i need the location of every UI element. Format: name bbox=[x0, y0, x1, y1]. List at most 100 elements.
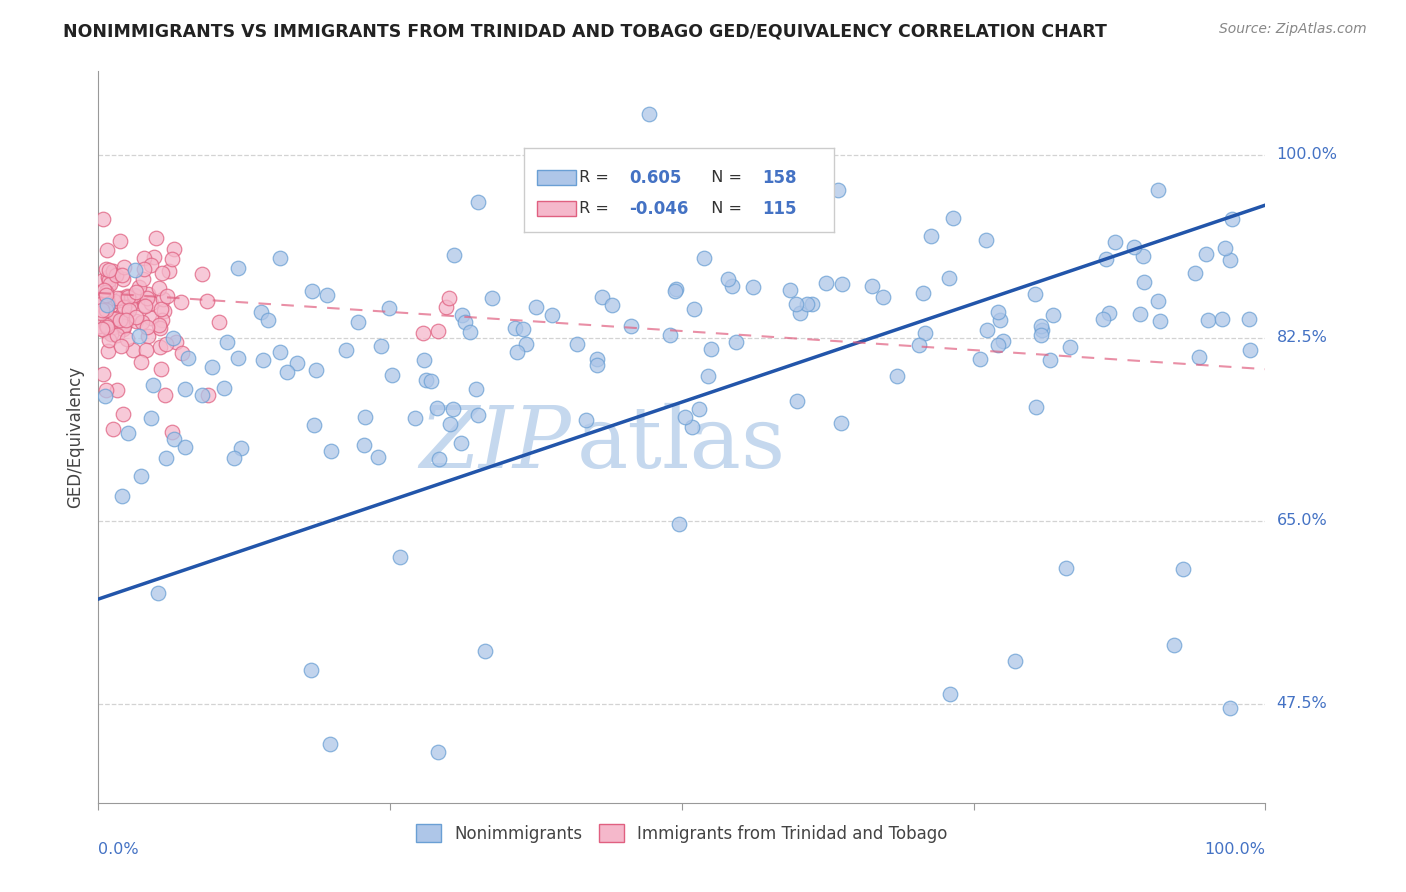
Point bbox=[226, 260, 249, 275]
Point bbox=[160, 252, 183, 267]
Point bbox=[683, 302, 706, 317]
Point bbox=[592, 290, 614, 304]
Point bbox=[124, 314, 146, 328]
Point bbox=[814, 277, 837, 291]
Point bbox=[134, 300, 156, 314]
Point bbox=[163, 432, 186, 446]
Point bbox=[665, 282, 688, 296]
Point bbox=[1129, 307, 1152, 321]
Point bbox=[105, 328, 128, 343]
Point bbox=[197, 388, 219, 402]
Point bbox=[177, 351, 200, 365]
Point bbox=[378, 301, 401, 316]
Point bbox=[370, 339, 392, 353]
Text: 100.0%: 100.0% bbox=[1205, 842, 1265, 856]
Point bbox=[162, 331, 184, 345]
Point bbox=[1024, 286, 1046, 301]
Point bbox=[574, 413, 596, 427]
Point bbox=[152, 313, 174, 327]
Point bbox=[451, 308, 474, 322]
Point bbox=[156, 288, 179, 302]
Point bbox=[131, 315, 153, 329]
Point bbox=[1146, 293, 1168, 308]
Point bbox=[91, 273, 114, 287]
Point bbox=[914, 326, 936, 340]
Point bbox=[799, 216, 821, 230]
Point bbox=[695, 214, 717, 228]
Point bbox=[1122, 239, 1144, 253]
Point bbox=[150, 301, 173, 316]
Point bbox=[742, 280, 765, 294]
Point bbox=[1184, 266, 1206, 280]
Point bbox=[725, 334, 748, 349]
Point bbox=[98, 262, 121, 277]
Point bbox=[124, 262, 146, 277]
Point bbox=[101, 320, 124, 334]
Point bbox=[427, 452, 450, 467]
Point bbox=[153, 388, 176, 402]
Point bbox=[104, 268, 127, 282]
Point bbox=[135, 319, 157, 334]
Point bbox=[1132, 249, 1154, 263]
Point bbox=[93, 323, 115, 337]
Point bbox=[786, 394, 808, 409]
Point bbox=[117, 426, 139, 441]
Point bbox=[720, 279, 742, 293]
Point bbox=[976, 323, 998, 337]
Point bbox=[100, 277, 122, 291]
Point bbox=[150, 266, 173, 280]
Point bbox=[467, 408, 489, 422]
Point bbox=[94, 383, 117, 397]
Point bbox=[458, 325, 481, 339]
Point bbox=[299, 663, 322, 677]
Point bbox=[122, 287, 145, 301]
Point bbox=[155, 336, 177, 351]
Point bbox=[103, 268, 125, 283]
Point bbox=[688, 402, 710, 417]
Point bbox=[191, 267, 214, 281]
Point bbox=[111, 268, 134, 283]
Point bbox=[115, 289, 138, 303]
Point bbox=[252, 353, 274, 368]
Point bbox=[132, 251, 155, 265]
Point bbox=[125, 310, 148, 324]
Point bbox=[693, 251, 716, 265]
Y-axis label: GED/Equivalency: GED/Equivalency bbox=[66, 366, 84, 508]
Point bbox=[94, 287, 117, 301]
Point bbox=[208, 315, 231, 329]
Point bbox=[586, 351, 609, 366]
Point bbox=[439, 417, 461, 431]
Point bbox=[105, 310, 128, 325]
Point bbox=[149, 321, 172, 335]
Point bbox=[222, 451, 245, 466]
Point bbox=[1163, 638, 1185, 652]
Point bbox=[697, 369, 720, 384]
Point bbox=[136, 286, 159, 301]
Point bbox=[1031, 319, 1053, 334]
Point bbox=[974, 233, 997, 247]
Point bbox=[118, 302, 141, 317]
Point bbox=[111, 308, 134, 322]
Point bbox=[103, 264, 125, 278]
Point bbox=[163, 242, 186, 256]
Point bbox=[97, 344, 120, 359]
Point bbox=[567, 337, 589, 351]
Point bbox=[524, 300, 547, 314]
Point bbox=[256, 312, 278, 326]
Point bbox=[107, 292, 129, 306]
Point bbox=[131, 469, 153, 483]
Point bbox=[600, 298, 623, 312]
Point bbox=[1173, 562, 1195, 576]
Point bbox=[98, 310, 121, 325]
Point bbox=[143, 250, 166, 264]
Point bbox=[860, 279, 883, 293]
Point bbox=[1195, 247, 1218, 261]
Point bbox=[110, 234, 132, 248]
Point bbox=[117, 290, 139, 304]
Point bbox=[91, 302, 114, 317]
Point bbox=[87, 318, 110, 333]
Text: NONIMMIGRANTS VS IMMIGRANTS FROM TRINIDAD AND TOBAGO GED/EQUIVALENCY CORRELATION: NONIMMIGRANTS VS IMMIGRANTS FROM TRINIDA… bbox=[63, 22, 1107, 40]
Point bbox=[93, 283, 115, 297]
Point bbox=[412, 352, 434, 367]
Point bbox=[354, 409, 377, 424]
